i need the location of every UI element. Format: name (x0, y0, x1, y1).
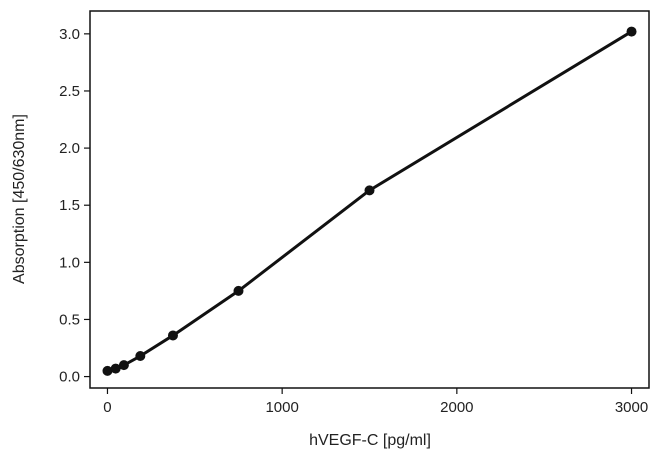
data-point (135, 351, 146, 362)
series-line (105, 30, 634, 373)
plot-frame (89, 10, 650, 389)
y-tick-label: 2.0 (59, 140, 80, 157)
x-tick-label: 1000 (265, 399, 298, 416)
y-tick-label: 1.0 (59, 254, 80, 271)
data-point (233, 285, 244, 296)
x-tick-label: 0 (103, 399, 111, 416)
data-point (118, 360, 129, 371)
y-tick-label: 3.0 (59, 26, 80, 43)
data-point (626, 26, 637, 37)
series (102, 26, 637, 376)
y-tick-label: 1.5 (59, 197, 80, 214)
y-axis-label: Absorption [450/630nm] (11, 114, 28, 284)
data-point (102, 365, 113, 376)
y-tick-label: 0.5 (59, 311, 80, 328)
y-axis: 0.0 0.5 1.0 1.5 2.0 2.5 3.0 (59, 26, 90, 386)
data-point (167, 330, 178, 341)
x-tick-label: 2000 (440, 399, 473, 416)
y-tick-label: 2.5 (59, 83, 80, 100)
x-axis: 0 1000 2000 3000 (103, 388, 648, 416)
data-point (110, 363, 121, 374)
y-tick-label: 0.0 (59, 369, 80, 386)
x-tick-label: 3000 (615, 399, 648, 416)
x-axis-label: hVEGF-C [pg/ml] (309, 432, 431, 449)
data-point (364, 185, 375, 196)
